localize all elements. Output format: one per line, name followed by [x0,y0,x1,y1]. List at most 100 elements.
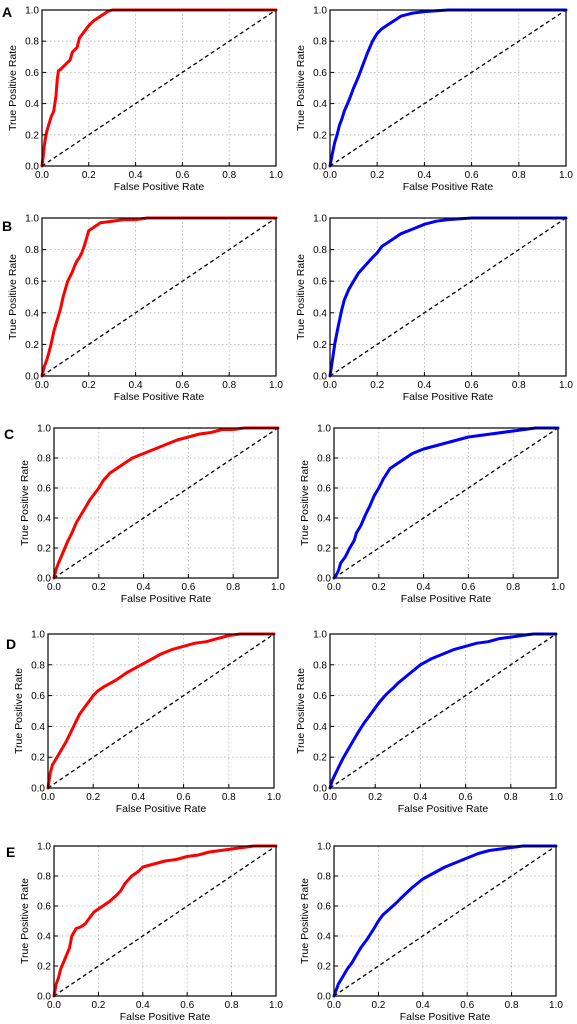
diagonal-reference-line [41,9,277,167]
plot-frame [41,217,277,377]
x-axis-label: False Positive Rate [120,1011,211,1023]
y-tick-label: 0.6 [37,484,51,495]
y-tick-label: 0.6 [25,277,39,288]
y-tick-label: 0.4 [37,514,51,525]
y-tick-label: 0.4 [313,308,327,319]
y-tick-label: 0.8 [313,37,327,48]
y-axis-label: True Positive Rate [13,668,25,754]
x-tick-label: 0.4 [417,380,431,391]
roc-curve-1 [332,426,560,580]
diagonal-reference-line [329,633,557,789]
y-tick-label: 1.0 [25,6,39,17]
x-axis-label: False Positive Rate [400,1011,491,1023]
diagonal-reference-line [333,427,559,579]
y-axis-label: True Positive Rate [7,45,19,131]
x-tick-label: 0.8 [512,170,526,181]
y-tick-label: 0.6 [317,484,331,495]
chart-2: 0.0 0.2 0.4 0.6 0.8 1.0 0.0 0.2 0.4 0.6 0.8 1.0 Fals… [295,6,573,194]
diagonal-reference-line [53,845,277,997]
x-tick-label: 0.0 [323,170,337,181]
x-tick-label: 0.4 [131,792,145,803]
x-tick-label: 0.8 [504,792,518,803]
y-tick-label: 0.2 [31,753,45,764]
y-tick-label: 0.2 [313,340,327,351]
x-tick-label: 0.0 [327,582,341,593]
y-axis-label: True Positive Rate [295,668,307,754]
chart-9: 0.0 0.2 0.4 0.6 0.8 1.0 0.0 0.2 0.4 0.6 0.8 1.0 Fals… [19,842,283,1024]
x-tick-label: 1.0 [549,792,563,803]
chart-10: 0.0 0.2 0.4 0.6 0.8 1.0 0.0 0.2 0.4 0.6 0.8 1.0 Fals… [299,842,563,1024]
roc-curve-1 [52,426,280,580]
y-tick-label: 0.0 [37,992,51,1003]
x-tick-label: 0.4 [129,170,143,181]
x-tick-label: 0.8 [226,582,240,593]
x-tick-label: 0.8 [222,380,236,391]
y-tick-label: 0.4 [25,99,39,110]
y-tick-label: 0.0 [25,162,39,173]
x-tick-label: 0.2 [91,1000,105,1011]
x-tick-label: 0.2 [368,792,382,803]
x-tick-label: 0.6 [180,1000,194,1011]
y-tick-label: 0.0 [37,574,51,585]
plot-frame [329,9,567,167]
y-tick-label: 0.8 [25,37,39,48]
y-tick-label: 1.0 [31,630,45,641]
x-tick-label: 1.0 [269,380,283,391]
y-tick-label: 0.2 [313,130,327,141]
chart-5: 0.0 0.2 0.4 0.6 0.8 1.0 0.0 0.2 0.4 0.6 0.8 1.0 Fals… [19,424,285,606]
x-tick-label: 0.8 [225,1000,239,1011]
panel-letter-e: E [6,844,16,860]
plot-frame [329,217,567,377]
chart-8: 0.0 0.2 0.4 0.6 0.8 1.0 0.0 0.2 0.4 0.6 0.8 1.0 Fals… [295,630,563,816]
y-tick-label: 1.0 [313,6,327,17]
chart-3: 0.0 0.2 0.4 0.6 0.8 1.0 0.0 0.2 0.4 0.6 0.8 1.0 Fals… [7,214,283,404]
y-axis-label: True Positive Rate [299,878,311,964]
y-tick-label: 0.2 [25,130,39,141]
y-tick-label: 1.0 [317,424,331,435]
plot-frame [47,633,275,789]
y-tick-label: 1.0 [25,214,39,225]
x-tick-label: 0.0 [35,380,49,391]
x-axis-label: False Positive Rate [114,181,205,193]
y-axis-label: True Positive Rate [295,254,307,340]
y-tick-label: 0.6 [25,68,39,79]
chart-7: 0.0 0.2 0.4 0.6 0.8 1.0 0.0 0.2 0.4 0.6 0.8 1.0 Fals… [13,630,281,816]
y-tick-label: 0.0 [31,784,45,795]
x-axis-label: False Positive Rate [403,181,494,193]
panel-letter-b: B [2,218,13,234]
x-tick-label: 1.0 [549,1000,563,1011]
diagonal-reference-line [329,217,567,377]
x-tick-label: 0.8 [222,792,236,803]
y-tick-label: 1.0 [317,842,331,853]
y-tick-label: 0.8 [31,660,45,671]
y-tick-label: 0.0 [313,784,327,795]
y-tick-label: 0.4 [317,514,331,525]
x-axis-label: False Positive Rate [398,803,489,815]
x-tick-label: 0.8 [222,170,236,181]
roc-curve-1 [40,216,278,378]
y-tick-label: 0.6 [37,902,51,913]
x-tick-label: 1.0 [559,380,573,391]
y-tick-label: 0.2 [313,753,327,764]
y-tick-label: 0.4 [25,308,39,319]
plot-frame [53,845,277,997]
chart-4: 0.0 0.2 0.4 0.6 0.8 1.0 0.0 0.2 0.4 0.6 0.8 1.0 Fals… [295,214,573,404]
x-tick-label: 0.2 [370,170,384,181]
x-tick-label: 0.6 [459,792,473,803]
y-tick-label: 0.6 [313,277,327,288]
y-tick-label: 0.8 [25,245,39,256]
y-tick-label: 0.0 [313,372,327,383]
x-tick-label: 0.2 [371,1000,385,1011]
x-axis-label: False Positive Rate [401,593,492,605]
diagonal-reference-line [47,633,275,789]
x-tick-label: 0.8 [506,582,520,593]
x-tick-label: 0.0 [323,792,337,803]
x-axis-label: False Positive Rate [116,803,207,815]
y-tick-label: 0.8 [317,872,331,883]
x-tick-label: 0.2 [92,582,106,593]
diagonal-reference-line [333,845,557,997]
y-tick-label: 0.6 [317,902,331,913]
y-tick-label: 0.2 [317,544,331,555]
x-tick-label: 0.0 [327,1000,341,1011]
